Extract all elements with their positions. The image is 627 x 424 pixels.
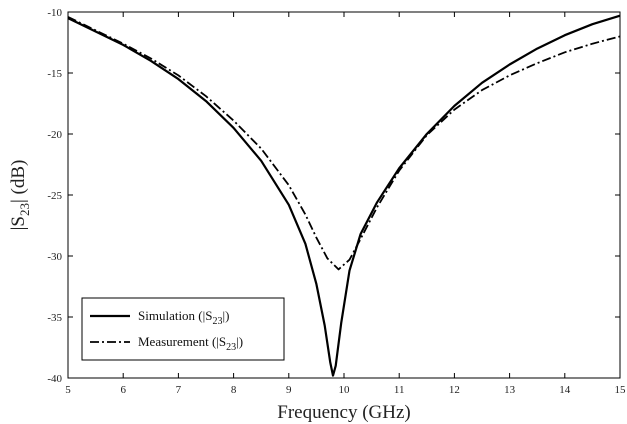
- x-tick-label: 9: [286, 384, 292, 396]
- x-tick-label: 6: [120, 384, 126, 396]
- series-line-measurement: [67, 16, 621, 271]
- x-tick-label: 7: [176, 384, 182, 396]
- x-tick-label: 10: [339, 384, 351, 396]
- x-tick-label: 12: [449, 384, 460, 396]
- y-axis-title: |S23| (dB): [8, 160, 32, 231]
- y-tick-label: -10: [47, 7, 62, 19]
- legend-label-subscript: 23: [226, 342, 236, 353]
- legend-box: [81, 297, 285, 361]
- y-tick-label: -15: [47, 68, 62, 80]
- legend-label-subscript: 23: [212, 316, 222, 327]
- series-layer: [67, 14, 621, 377]
- y-axis-title-post: | (dB): [8, 160, 29, 203]
- y-axis-title-pre: |S: [8, 216, 29, 230]
- y-tick-label: -40: [47, 373, 62, 385]
- legend-label: Measurement (|S23|): [138, 334, 243, 353]
- y-tick-label: -30: [47, 251, 62, 263]
- series-line-simulation: [67, 14, 621, 377]
- x-tick-label: 11: [394, 384, 405, 396]
- legend-label-pre: Measurement (|S: [138, 334, 226, 349]
- legend-label-post: |): [222, 308, 229, 323]
- y-tick-label: -20: [47, 129, 62, 141]
- legend-label-post: |): [236, 334, 243, 349]
- axis-ticks: 5 6 7 8 9 10 11 12 13 14 15 -10 -15 -20 -25 -30 -35 -40: [47, 7, 626, 396]
- y-tick-label: -35: [47, 312, 62, 324]
- x-axis-title: Frequency (GHz): [277, 402, 410, 423]
- x-tick-label: 13: [504, 384, 516, 396]
- x-tick-label: 14: [559, 384, 571, 396]
- legend-label: Simulation (|S23|): [138, 308, 229, 327]
- legend: Simulation (|S23|)Measurement (|S23|): [81, 297, 285, 361]
- y-tick-label: -25: [47, 190, 62, 202]
- x-tick-label: 5: [65, 384, 71, 396]
- legend-label-pre: Simulation (|S: [138, 308, 212, 323]
- x-tick-label: 8: [231, 384, 237, 396]
- x-tick-label: 15: [615, 384, 627, 396]
- y-axis-title-subscript: 23: [17, 203, 32, 216]
